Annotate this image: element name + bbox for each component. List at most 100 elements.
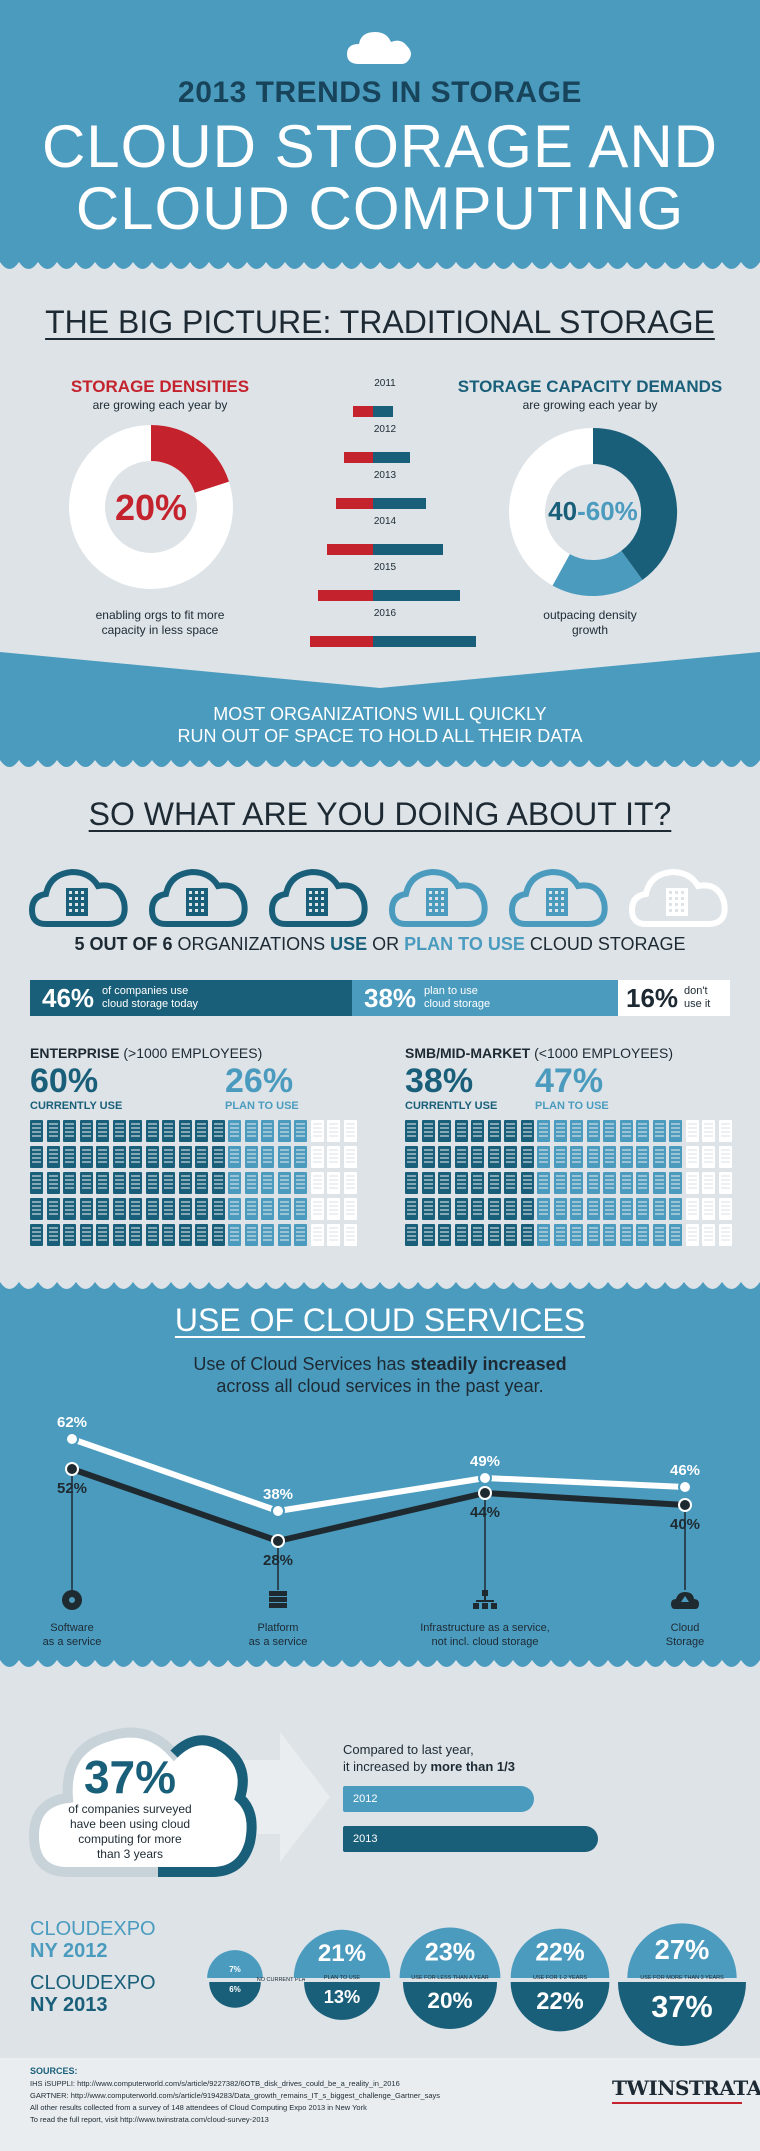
- capacity-subtitle: are growing each year by: [522, 398, 658, 412]
- densities-caption-1: enabling orgs to fit more: [95, 608, 225, 622]
- year-bar-capacity: [373, 452, 410, 463]
- building-icon: [405, 1198, 418, 1220]
- building-icon: [327, 1172, 340, 1194]
- building-icon: [603, 1172, 616, 1194]
- building-icon: [228, 1224, 241, 1246]
- expo-2012-half: [293, 1929, 391, 1978]
- year-label: 2012: [373, 424, 397, 435]
- stat-part-6: CLOUD STORAGE: [524, 934, 686, 954]
- building-icon: [244, 1120, 258, 1142]
- building-icon: [718, 1146, 732, 1168]
- building-icon: [244, 1146, 258, 1168]
- services-subtitle-1b: steadily increased: [410, 1354, 567, 1374]
- building-icon: [586, 1120, 600, 1142]
- building-icon: [112, 1198, 126, 1220]
- building-icon: [195, 1146, 208, 1168]
- building-icon: [343, 1120, 357, 1142]
- capacity-value: 40-60%: [505, 496, 681, 527]
- building-icon: [702, 1120, 715, 1142]
- expo-item-label: USE FOR LESS THAN A YEAR: [411, 1975, 488, 1981]
- series-data-label: 38%: [263, 1486, 293, 1503]
- building-icon: [504, 1146, 517, 1168]
- building-icon: [30, 1146, 43, 1168]
- building-icon: [570, 1224, 583, 1246]
- building-icon: [261, 1198, 274, 1220]
- building-icon: [619, 1146, 633, 1168]
- building-icon: [79, 1120, 93, 1142]
- usage-plan-line1: plan to use: [424, 985, 478, 997]
- building-icon: [30, 1224, 43, 1246]
- building-icon: [63, 1198, 76, 1220]
- building-icon: [619, 1224, 633, 1246]
- building-icon: [603, 1146, 616, 1168]
- building-icon: [487, 1198, 501, 1220]
- building-icon: [162, 1198, 175, 1220]
- density-donut: [69, 425, 233, 589]
- building-icon: [129, 1120, 142, 1142]
- building-icon: [327, 1120, 340, 1142]
- building-icon: [343, 1198, 357, 1220]
- building-icon: [669, 1198, 682, 1220]
- big-picture-section: THE BIG PICTURE: TRADITIONAL STORAGE STO…: [0, 282, 760, 652]
- year-bar-density: [344, 452, 373, 463]
- building-icon: [46, 1146, 60, 1168]
- category-label: not incl. cloud storage: [431, 1636, 538, 1648]
- density-arc: [150, 425, 229, 494]
- year-bar-density: [309, 636, 373, 647]
- expo-2013-line1: CLOUDEXPO: [30, 1972, 156, 1994]
- services-line-chart: 62% 38% 49% 46% 52% 28% 44% 40% Software as a ser…: [43, 1414, 705, 1648]
- building-icon: [63, 1146, 76, 1168]
- series-point: [678, 1480, 692, 1494]
- building-icon: [702, 1172, 715, 1194]
- building-icon: [261, 1146, 274, 1168]
- header-section: 2013 TRENDS IN STORAGE CLOUD STORAGE AND…: [0, 0, 760, 275]
- expo-item-label: NO CURRENT PLANS: [257, 1977, 305, 1983]
- building-icon: [195, 1224, 208, 1246]
- building-icon: [343, 1146, 357, 1168]
- expo-pair: 23% 20% USE FOR LESS THAN A YEAR: [399, 1927, 501, 2030]
- building-icon: [669, 1224, 682, 1246]
- building-icon: [327, 1146, 340, 1168]
- smb-title-main: SMB/MID-MARKET: [405, 1045, 531, 1061]
- building-icon: [112, 1224, 126, 1246]
- building-icon: [195, 1198, 208, 1220]
- building-icon: [228, 1172, 241, 1194]
- expo-2013-value: 13%: [324, 1987, 360, 2007]
- bar-2012: 2012: [343, 1786, 535, 1812]
- building-icon: [504, 1224, 517, 1246]
- building-icon: [96, 1172, 109, 1194]
- density-value: 20%: [114, 487, 188, 528]
- source-line-4[interactable]: To read the full report, visit http://ww…: [30, 2115, 269, 2124]
- services-scallop-bottom: [0, 1660, 760, 1680]
- usage-none-line1: don't: [684, 985, 708, 997]
- series-data-label: 46%: [670, 1462, 700, 1479]
- usage-none-line2: use it: [684, 998, 711, 1010]
- year-label: 2014: [373, 516, 397, 527]
- building-icon: [553, 1198, 567, 1220]
- building-icon: [570, 1120, 583, 1142]
- building-icon: [586, 1146, 600, 1168]
- series-point: [271, 1534, 285, 1548]
- expo-item-label: USE FOR 1-2 YEARS: [533, 1975, 587, 1981]
- building-icon: [454, 1172, 468, 1194]
- building-icon: [112, 1146, 126, 1168]
- expo-items: 7% 6% NO CURRENT PLANS 21% 13% PLAN TO USE 23%…: [180, 1910, 760, 2070]
- building-icon: [228, 1198, 241, 1220]
- disc-icon: [62, 1590, 82, 1610]
- usage-use-line2: cloud storage today: [102, 998, 199, 1010]
- building-icon: [520, 1224, 534, 1246]
- building-icon: [30, 1198, 43, 1220]
- year-bar-density: [335, 498, 373, 509]
- building-icon: [211, 1146, 225, 1168]
- building-icon: [553, 1146, 567, 1168]
- server-icon: [269, 1591, 287, 1608]
- building-icon: [487, 1120, 501, 1142]
- smb-building-grid: [405, 1120, 735, 1250]
- stat-part-5: PLAN TO USE: [404, 934, 525, 954]
- header-kicker: 2013 TRENDS IN STORAGE: [178, 76, 582, 109]
- computing-caption-3: computing for more: [78, 1832, 182, 1846]
- doing-section: SO WHAT ARE YOU DOING ABOUT IT? 5 OUT OF…: [0, 780, 760, 1280]
- building-icon: [421, 1146, 435, 1168]
- building-icon: [702, 1198, 715, 1220]
- building-icon: [438, 1172, 451, 1194]
